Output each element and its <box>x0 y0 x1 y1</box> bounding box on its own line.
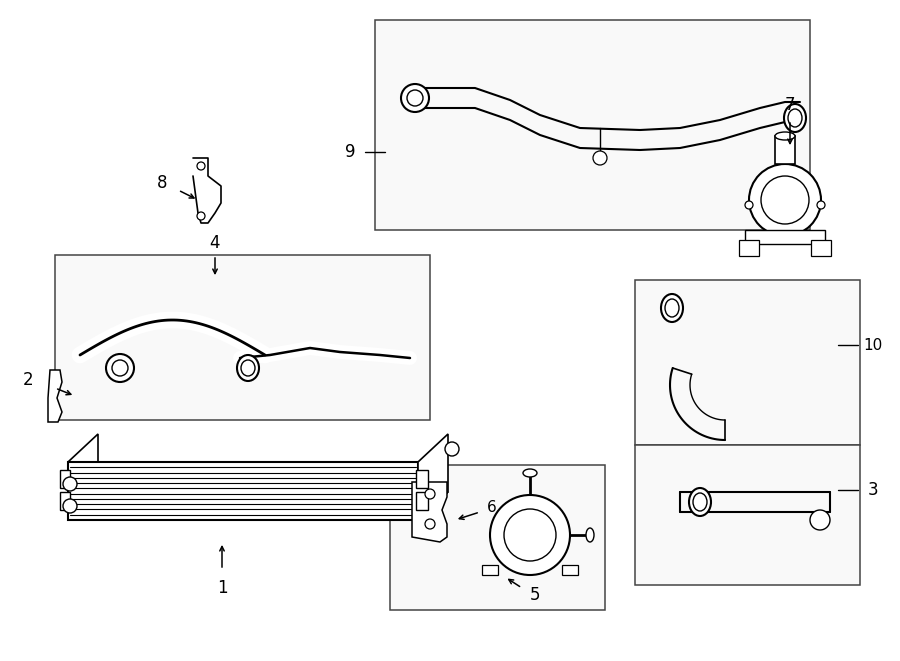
Polygon shape <box>68 492 448 520</box>
Text: 9: 9 <box>345 143 356 161</box>
Circle shape <box>490 495 570 575</box>
Circle shape <box>425 489 435 499</box>
Bar <box>745 230 825 244</box>
Circle shape <box>749 164 821 236</box>
Ellipse shape <box>523 469 537 477</box>
Text: 10: 10 <box>863 338 883 352</box>
Polygon shape <box>68 462 418 520</box>
Bar <box>55 255 430 420</box>
Ellipse shape <box>817 201 825 209</box>
Circle shape <box>810 510 830 530</box>
Polygon shape <box>412 482 447 542</box>
Circle shape <box>407 90 423 106</box>
Circle shape <box>445 442 459 456</box>
Circle shape <box>425 519 435 529</box>
Ellipse shape <box>788 109 802 127</box>
Text: 8: 8 <box>157 174 167 192</box>
Ellipse shape <box>237 355 259 381</box>
Ellipse shape <box>693 493 707 511</box>
Bar <box>739 240 759 256</box>
Circle shape <box>112 360 128 376</box>
Ellipse shape <box>775 132 795 140</box>
Circle shape <box>197 162 205 170</box>
Polygon shape <box>418 434 448 520</box>
Text: 4: 4 <box>210 234 220 252</box>
Bar <box>635 280 860 445</box>
Bar <box>60 470 70 488</box>
Bar <box>635 445 860 585</box>
Bar <box>416 470 428 488</box>
Text: 2: 2 <box>22 371 33 389</box>
Circle shape <box>197 212 205 220</box>
Bar <box>562 565 578 575</box>
Bar <box>416 492 428 510</box>
Text: 7: 7 <box>785 96 796 114</box>
Text: 3: 3 <box>868 481 878 499</box>
Ellipse shape <box>661 294 683 322</box>
Ellipse shape <box>689 488 711 516</box>
Polygon shape <box>48 370 62 422</box>
Bar <box>390 465 605 610</box>
Circle shape <box>63 499 77 513</box>
Bar <box>375 20 810 230</box>
Ellipse shape <box>784 104 806 132</box>
Polygon shape <box>68 434 98 520</box>
Circle shape <box>106 354 134 382</box>
Text: 6: 6 <box>487 500 497 514</box>
Bar <box>811 240 831 256</box>
Ellipse shape <box>745 201 753 209</box>
Text: 1: 1 <box>217 579 228 597</box>
Bar <box>775 136 795 164</box>
Circle shape <box>401 84 429 112</box>
Circle shape <box>504 509 556 561</box>
Circle shape <box>761 176 809 224</box>
Bar <box>482 565 498 575</box>
Text: 5: 5 <box>530 586 540 604</box>
Circle shape <box>593 151 607 165</box>
Bar <box>60 492 70 510</box>
Circle shape <box>63 477 77 491</box>
Ellipse shape <box>665 299 679 317</box>
Ellipse shape <box>586 528 594 542</box>
Ellipse shape <box>241 360 255 376</box>
